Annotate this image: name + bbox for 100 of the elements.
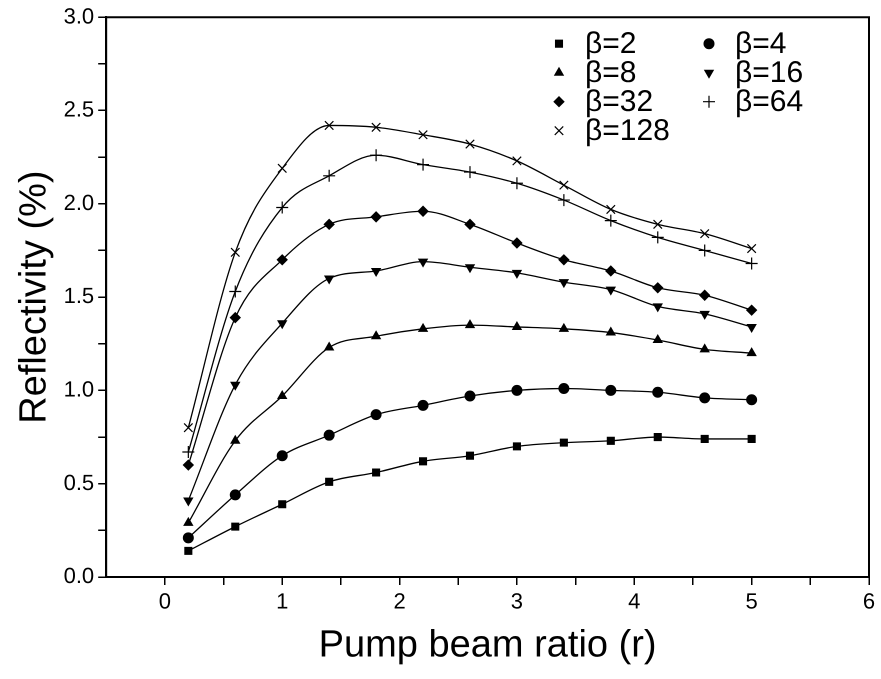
point: [228, 284, 242, 298]
point: [230, 435, 240, 444]
point: [184, 517, 194, 526]
point: [372, 468, 380, 477]
point: [652, 282, 664, 294]
point: [652, 219, 663, 230]
point: [700, 344, 710, 352]
x-axis-title: Pump beam ratio (r): [318, 624, 657, 666]
y-tick-label: 1.0: [64, 376, 94, 402]
y-tick-label: 0.5: [64, 470, 94, 495]
point: [231, 522, 240, 531]
point: [276, 450, 288, 462]
point: [745, 256, 758, 270]
x-tick-label: 3: [510, 588, 524, 614]
x-tick-label: 1: [276, 588, 288, 614]
point: [466, 452, 474, 460]
point: [512, 156, 522, 166]
point: [278, 500, 286, 508]
point: [605, 265, 616, 276]
point: [606, 204, 616, 214]
point: [606, 327, 616, 336]
point: [370, 211, 382, 222]
y-tick-label: 3.0: [64, 3, 94, 28]
point: [277, 390, 288, 399]
point: [464, 390, 476, 402]
point: [371, 268, 381, 276]
point: [746, 394, 758, 406]
y-tick-label: 2.5: [64, 96, 94, 122]
point: [277, 320, 288, 329]
point: [324, 275, 334, 284]
point: [700, 310, 710, 320]
point: [560, 438, 568, 447]
legend-label: β=4: [735, 26, 786, 60]
point: [465, 139, 475, 149]
point: [464, 218, 476, 230]
point: [559, 279, 569, 288]
point: [418, 400, 429, 411]
y-tick-label: 2.0: [64, 190, 94, 215]
point: [652, 303, 663, 312]
point: [559, 323, 569, 332]
point: [604, 214, 618, 228]
point: [606, 436, 615, 445]
point: [370, 409, 382, 420]
point: [183, 422, 194, 433]
point: [230, 312, 241, 324]
point: [465, 264, 475, 273]
point: [463, 165, 477, 179]
point: [512, 270, 522, 278]
point: [371, 122, 381, 132]
point: [324, 342, 334, 350]
point: [605, 384, 616, 396]
point: [182, 532, 194, 544]
point: [230, 247, 240, 258]
point: [182, 445, 195, 459]
point: [512, 321, 522, 330]
legend-label: β=2: [585, 26, 636, 60]
x-tick-label: 5: [746, 588, 758, 614]
point: [746, 304, 758, 316]
point: [700, 434, 709, 443]
point: [371, 330, 381, 340]
point: [558, 254, 570, 266]
x-tick-label: 4: [628, 588, 640, 614]
x-tick-label: 2: [393, 588, 406, 614]
point: [418, 206, 429, 217]
point: [698, 244, 712, 258]
point: [654, 433, 662, 442]
point: [230, 489, 241, 500]
y-tick-label: 0.0: [64, 563, 94, 588]
point: [418, 258, 428, 268]
point: [324, 430, 335, 441]
point: [324, 218, 335, 230]
point: [557, 193, 570, 207]
point: [699, 290, 710, 301]
point: [559, 180, 569, 190]
point: [606, 286, 616, 296]
point: [699, 392, 710, 404]
y-tick-label: 1.5: [64, 283, 94, 308]
point: [277, 164, 288, 174]
point: [370, 148, 383, 162]
point: [465, 320, 475, 328]
point: [325, 478, 334, 486]
point: [748, 434, 756, 443]
point: [512, 442, 521, 450]
point: [746, 324, 756, 332]
point: [230, 382, 240, 390]
point: [184, 497, 194, 506]
point: [746, 244, 756, 254]
point: [322, 169, 336, 182]
point: [416, 158, 430, 172]
point: [511, 237, 522, 248]
point: [418, 323, 428, 332]
point: [652, 386, 664, 398]
point: [324, 120, 334, 130]
point: [700, 228, 710, 238]
point: [510, 176, 524, 190]
y-axis-title: Reflectivity (%): [12, 170, 54, 424]
point: [184, 546, 192, 555]
point: [651, 230, 664, 244]
point: [746, 348, 756, 356]
point: [511, 384, 522, 396]
